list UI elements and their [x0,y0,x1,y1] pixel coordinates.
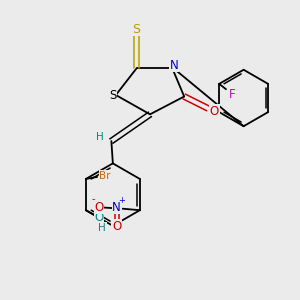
Text: H: H [98,223,106,233]
Text: O: O [112,220,121,233]
Text: Br: Br [99,171,111,181]
Text: S: S [109,88,116,101]
Text: O: O [210,105,219,118]
Text: O: O [94,201,104,214]
Text: -: - [92,194,95,204]
Text: +: + [118,196,125,205]
Text: F: F [229,88,235,101]
Text: H: H [96,132,104,142]
Text: O: O [94,211,104,224]
Text: S: S [133,22,141,35]
Text: N: N [112,201,121,214]
Text: N: N [169,59,178,72]
